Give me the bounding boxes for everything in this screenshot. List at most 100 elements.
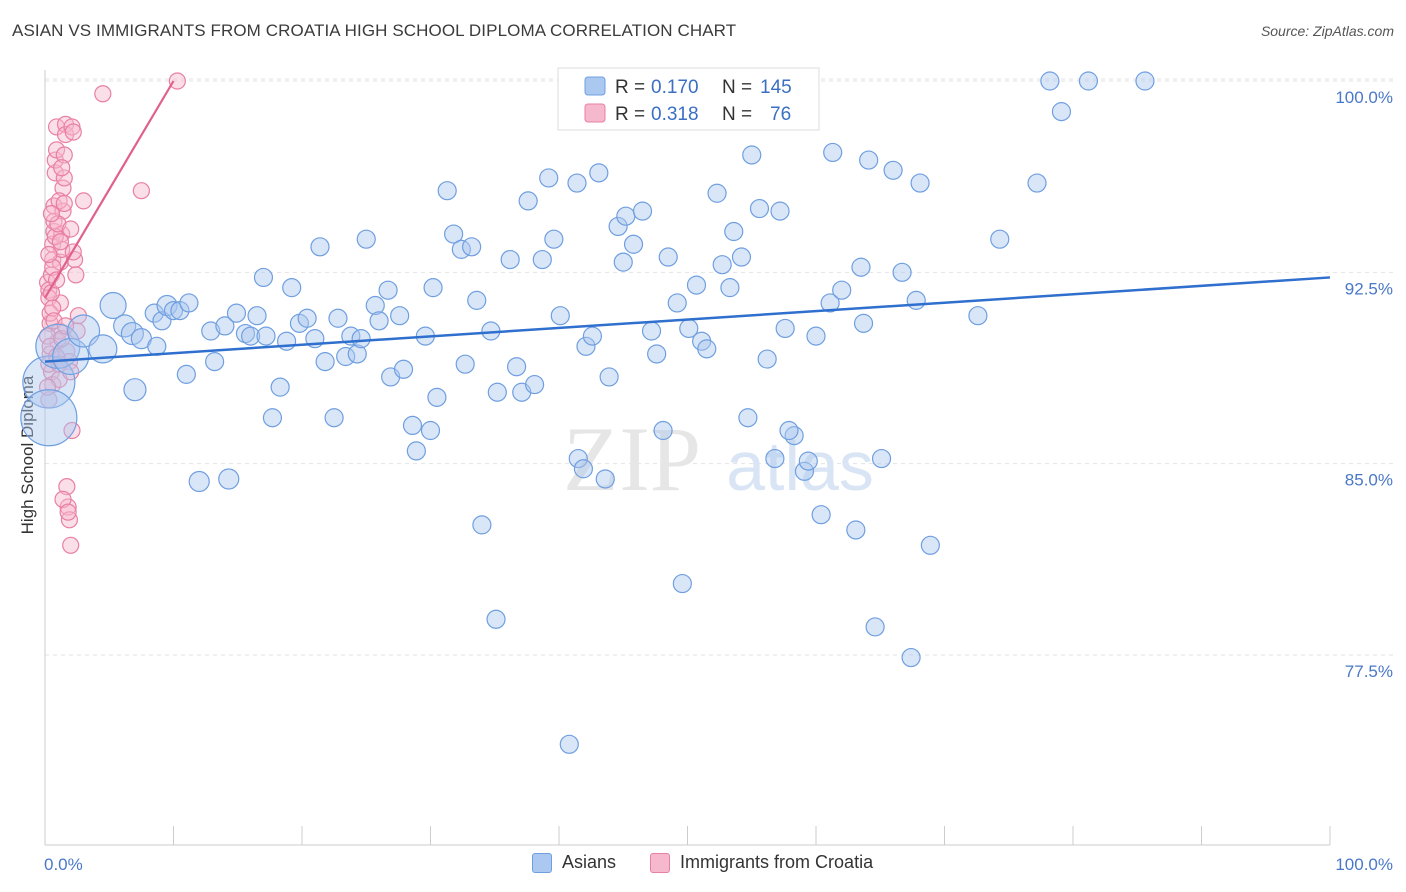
asian-point (589, 163, 609, 183)
asian-trend-line (44, 276, 1331, 363)
croatia-point (54, 490, 72, 508)
asians-label: Asians (562, 852, 617, 872)
chart-title: ASIAN VS IMMIGRANTS FROM CROATIA HIGH SC… (12, 21, 737, 40)
asian-point (859, 150, 879, 170)
asian-point (99, 291, 127, 320)
asian-point (347, 344, 367, 364)
asian-point (324, 408, 344, 428)
asian-point (1040, 71, 1060, 91)
croatia-point (59, 503, 77, 521)
asian-point (599, 367, 619, 387)
croatia-point (53, 159, 71, 177)
legend-n-value-2: 76 (770, 104, 791, 125)
asian-point (632, 201, 653, 221)
asian-point (775, 318, 795, 339)
bottom-legend-croatia: Immigrants from Croatia (650, 852, 873, 873)
asian-point (794, 461, 815, 481)
asian-point (218, 468, 240, 490)
asian-point (393, 359, 414, 379)
y-tick-labels: 100.0% 92.5% 85.0% 77.5% (1335, 88, 1393, 681)
asian-point (550, 306, 570, 326)
asian-point (378, 280, 398, 300)
watermark: ZIP atlas (563, 408, 874, 510)
asian-point (832, 280, 852, 300)
croatia-point (55, 194, 73, 213)
croatia-point (62, 536, 80, 554)
asian-point (205, 352, 225, 372)
asian-point (568, 448, 588, 469)
croatia-point (94, 85, 112, 103)
croatia-point (38, 327, 57, 345)
asian-point (444, 224, 464, 244)
asian-point (573, 459, 594, 479)
asian-point (423, 278, 443, 298)
croatia-label: Immigrants from Croatia (680, 852, 874, 872)
asian-point (163, 301, 184, 321)
watermark-zip: ZIP (563, 408, 701, 510)
source-label: Source: ZipAtlas.com (1260, 23, 1394, 39)
asian-point (282, 278, 302, 298)
croatia-point (62, 220, 80, 238)
asian-point (247, 306, 267, 326)
asian-point (779, 420, 799, 441)
asian-point (765, 448, 785, 469)
croatia-trend-line (44, 80, 175, 299)
croatia-point (168, 72, 186, 90)
croatia-point (67, 266, 85, 284)
asian-point (144, 303, 164, 323)
asian-point (176, 364, 196, 384)
asian-point (406, 441, 426, 461)
bottom-legend: Asians Immigrants from Croatia (532, 852, 907, 873)
legend-swatch-asians (584, 76, 606, 96)
croatia-point (55, 146, 73, 164)
x-tick-label-min: 0.0% (44, 855, 83, 874)
asian-point (883, 160, 903, 180)
asian-point (188, 470, 210, 493)
asian-point (1027, 173, 1047, 193)
axes (44, 70, 1331, 846)
asian-point (437, 181, 457, 201)
asians-swatch (532, 852, 552, 873)
croatia-point (40, 245, 58, 264)
asian-point (576, 336, 596, 356)
y-tick-label: 77.5% (1345, 662, 1393, 681)
legend-swatch-croatia (584, 103, 606, 123)
x-tick-label-max: 100.0% (1335, 855, 1393, 874)
asian-point (1051, 102, 1072, 122)
asian-point (720, 278, 740, 298)
asian-point (1078, 71, 1099, 91)
croatia-point (42, 205, 61, 223)
asian-point (559, 734, 579, 754)
asian-point (901, 647, 921, 668)
asian-point (88, 334, 118, 364)
asian-point (276, 331, 297, 351)
asian-point (616, 206, 636, 226)
gridlines (45, 78, 1395, 656)
asian-point (544, 229, 564, 249)
croatia-point (49, 215, 67, 233)
legend-n-label-1: N = (722, 77, 752, 98)
asian-point (235, 323, 256, 344)
asian-point (532, 249, 552, 270)
asian-point (365, 295, 385, 316)
bottom-legend-asians: Asians (532, 852, 616, 873)
asian-point (241, 326, 261, 346)
asian-point (990, 229, 1010, 249)
asian-point (518, 191, 538, 211)
asian-point (402, 415, 423, 435)
legend-r-label-2: R = (615, 104, 645, 125)
asian-point (297, 308, 317, 328)
croatia-points (38, 72, 186, 554)
asian-point (823, 142, 843, 163)
asian-point (487, 382, 507, 402)
y-tick-label: 85.0% (1345, 471, 1393, 490)
asian-point (179, 293, 199, 313)
asian-point (865, 617, 885, 637)
asian-point (613, 252, 633, 272)
asian-point (906, 290, 926, 310)
asian-point (784, 426, 804, 446)
asian-point (486, 609, 506, 629)
asian-point (156, 294, 178, 317)
asian-point (920, 535, 940, 555)
